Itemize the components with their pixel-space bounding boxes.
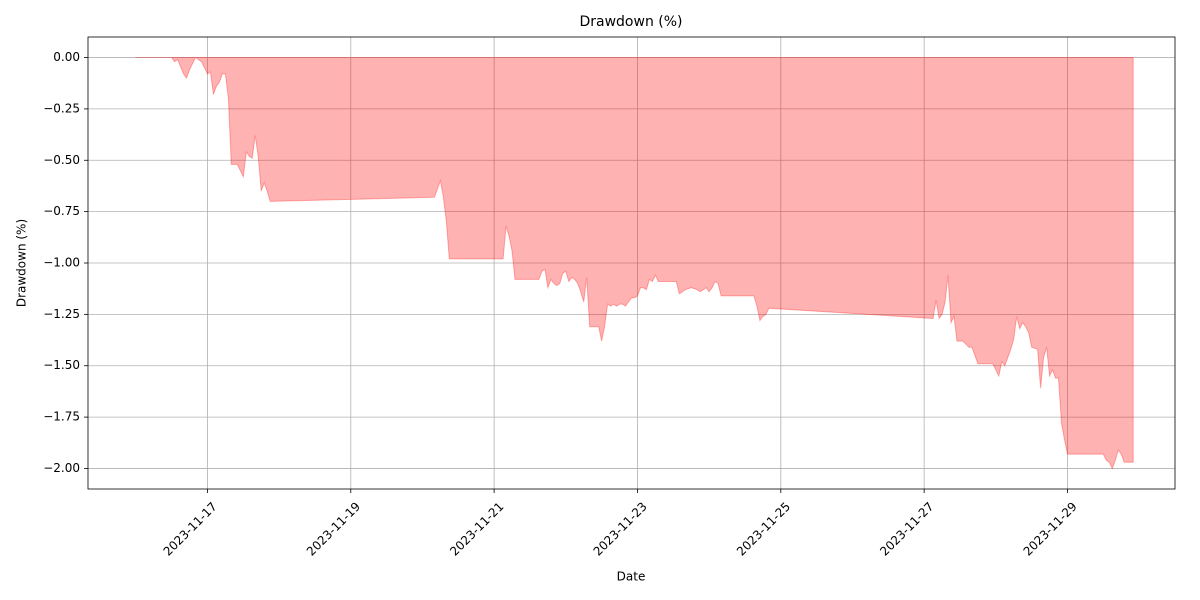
x-tick-label: 2023-11-17 bbox=[161, 499, 220, 558]
x-tick-label: 2023-11-27 bbox=[877, 499, 936, 558]
y-axis-label: Drawdown (%) bbox=[15, 219, 29, 307]
y-tick-label: −1.00 bbox=[43, 256, 80, 270]
x-axis-label: Date bbox=[617, 570, 646, 584]
x-tick-label: 2023-11-25 bbox=[734, 499, 793, 558]
y-tick-label: −1.25 bbox=[43, 307, 80, 321]
x-tick-label: 2023-11-29 bbox=[1021, 499, 1080, 558]
x-tick-label: 2023-11-23 bbox=[591, 499, 650, 558]
x-tick-label: 2023-11-19 bbox=[304, 499, 363, 558]
y-tick-label: −1.50 bbox=[43, 358, 80, 372]
y-tick-label: −2.00 bbox=[43, 461, 80, 475]
chart-title: Drawdown (%) bbox=[579, 14, 682, 30]
x-tick-label: 2023-11-21 bbox=[447, 499, 506, 558]
y-tick-label: −0.25 bbox=[43, 101, 80, 115]
y-tick-label: −1.75 bbox=[43, 410, 80, 424]
y-tick-label: −0.75 bbox=[43, 204, 80, 218]
drawdown-area bbox=[135, 56, 1134, 470]
y-tick-label: −0.50 bbox=[43, 153, 80, 167]
grid bbox=[88, 37, 1175, 489]
y-tick-label: 0.00 bbox=[53, 50, 80, 64]
plot-frame bbox=[87, 36, 1176, 490]
